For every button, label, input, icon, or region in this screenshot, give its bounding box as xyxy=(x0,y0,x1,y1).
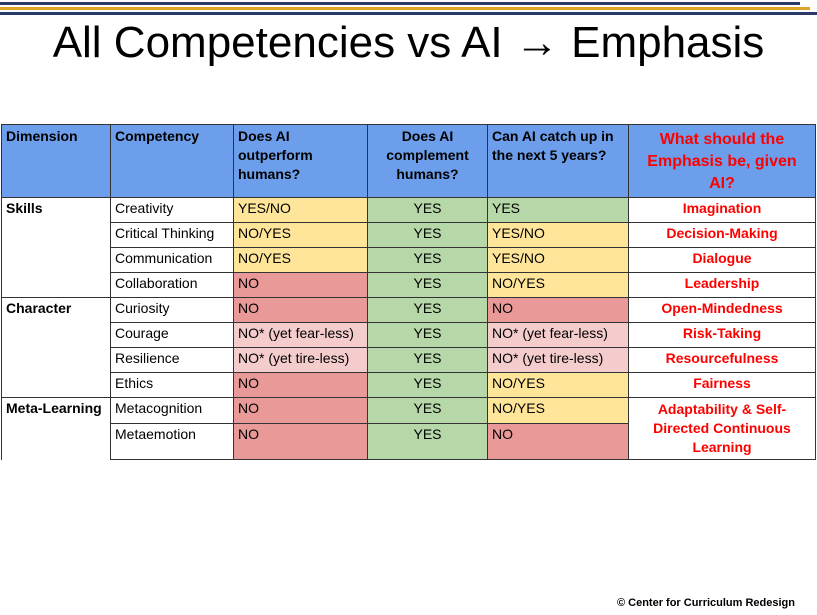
competency-cell: Collaboration xyxy=(110,272,234,298)
table-row: Metaemotion NO YES NO xyxy=(1,423,816,460)
catchup-cell: YES/NO xyxy=(487,222,629,248)
dimension-cell: Character xyxy=(1,297,111,323)
complement-cell: YES xyxy=(367,197,488,223)
table-row: Character Curiosity NO YES NO Open-Mindedness xyxy=(1,297,816,323)
dimension-cell xyxy=(1,322,111,348)
catchup-cell: YES xyxy=(487,197,629,223)
table-row: Collaboration NO YES NO/YES Leadership xyxy=(1,272,816,298)
competency-cell: Courage xyxy=(110,322,234,348)
emphasis-cell: Resourcefulness xyxy=(628,347,816,373)
emphasis-cell: Decision-Making xyxy=(628,222,816,248)
outperform-cell: YES/NO xyxy=(233,197,368,223)
table-row: Communication NO/YES YES YES/NO Dialogue xyxy=(1,247,816,273)
competency-cell: Critical Thinking xyxy=(110,222,234,248)
dimension-cell xyxy=(1,247,111,273)
competency-cell: Metaemotion xyxy=(110,423,234,460)
table-row: Skills Creativity YES/NO YES YES Imagination xyxy=(1,197,816,223)
complement-cell: YES xyxy=(367,322,488,348)
catchup-cell: NO/YES xyxy=(487,396,629,425)
outperform-cell: NO xyxy=(233,272,368,298)
outperform-cell: NO* (yet tire-less) xyxy=(233,347,368,373)
complement-cell: YES xyxy=(367,222,488,248)
dimension-cell xyxy=(1,272,111,298)
header-competency: Competency xyxy=(110,124,234,198)
catchup-cell: NO* (yet fear-less) xyxy=(487,322,629,348)
complement-cell: YES xyxy=(367,423,488,460)
outperform-cell: NO xyxy=(233,297,368,323)
competency-cell: Communication xyxy=(110,247,234,273)
header-row: Dimension Competency Does AI outperform … xyxy=(1,124,816,198)
outperform-cell: NO/YES xyxy=(233,222,368,248)
catchup-cell: NO xyxy=(487,423,629,460)
copyright-footer: © Center for Curriculum Redesign xyxy=(616,597,795,609)
header-catchup: Can AI catch up in the next 5 years? xyxy=(487,124,629,198)
emphasis-cell: Leadership xyxy=(628,272,816,298)
complement-cell: YES xyxy=(367,297,488,323)
table-row: Resilience NO* (yet tire-less) YES NO* (yet… xyxy=(1,347,816,373)
emphasis-cell: Risk-Taking xyxy=(628,322,816,348)
complement-cell: YES xyxy=(367,272,488,298)
dimension-cell xyxy=(1,347,111,373)
slide-title: All Competencies vs AI → Emphasis xyxy=(52,18,765,67)
header-complement: Does AI complement humans? xyxy=(367,124,488,198)
catchup-cell: NO/YES xyxy=(487,272,629,298)
competency-cell: Ethics xyxy=(110,372,234,398)
emphasis-cell: Open-Mindedness xyxy=(628,297,816,323)
outperform-cell: NO xyxy=(233,396,368,425)
dimension-cell: Skills xyxy=(1,197,111,223)
outperform-cell: NO xyxy=(233,372,368,398)
outperform-cell: NO/YES xyxy=(233,247,368,273)
competency-cell: Resilience xyxy=(110,347,234,373)
catchup-cell: NO* (yet tire-less) xyxy=(487,347,629,373)
table-row: Courage NO* (yet fear-less) YES NO* (yet fe… xyxy=(1,322,816,348)
header-outperform: Does AI outperform humans? xyxy=(233,124,368,198)
emphasis-cell: Imagination xyxy=(628,197,816,223)
competency-cell: Curiosity xyxy=(110,297,234,323)
dimension-cell xyxy=(1,222,111,248)
top-stripe-navy-2 xyxy=(0,12,817,15)
catchup-cell: NO xyxy=(487,297,629,323)
header-emphasis: What should the Emphasis be, given AI? xyxy=(628,124,816,198)
top-stripe-gold xyxy=(0,7,810,10)
complement-cell: YES xyxy=(367,372,488,398)
competency-cell: Metacognition xyxy=(110,396,234,425)
complement-cell: YES xyxy=(367,396,488,425)
header-dimension: Dimension xyxy=(1,124,111,198)
complement-cell: YES xyxy=(367,347,488,373)
catchup-cell: YES/NO xyxy=(487,247,629,273)
table-row: Meta-Learning Metacognition NO YES NO/YES Ada… xyxy=(1,396,816,460)
competencies-table: Dimension Competency Does AI outperform … xyxy=(1,124,816,460)
complement-cell: YES xyxy=(367,247,488,273)
emphasis-cell: Fairness xyxy=(628,372,816,398)
dimension-cell xyxy=(1,423,111,460)
top-stripe-navy xyxy=(0,2,800,5)
table-row: Critical Thinking NO/YES YES YES/NO Decision… xyxy=(1,222,816,248)
emphasis-cell: Dialogue xyxy=(628,247,816,273)
competency-cell: Creativity xyxy=(110,197,234,223)
outperform-cell: NO xyxy=(233,423,368,460)
catchup-cell: NO/YES xyxy=(487,372,629,398)
outperform-cell: NO* (yet fear-less) xyxy=(233,322,368,348)
emphasis-cell: Adaptability & Self-Directed Continuous … xyxy=(628,397,816,460)
dimension-cell xyxy=(1,372,111,398)
table-row: Ethics NO YES NO/YES Fairness xyxy=(1,372,816,398)
dimension-cell: Meta-Learning xyxy=(1,396,111,424)
